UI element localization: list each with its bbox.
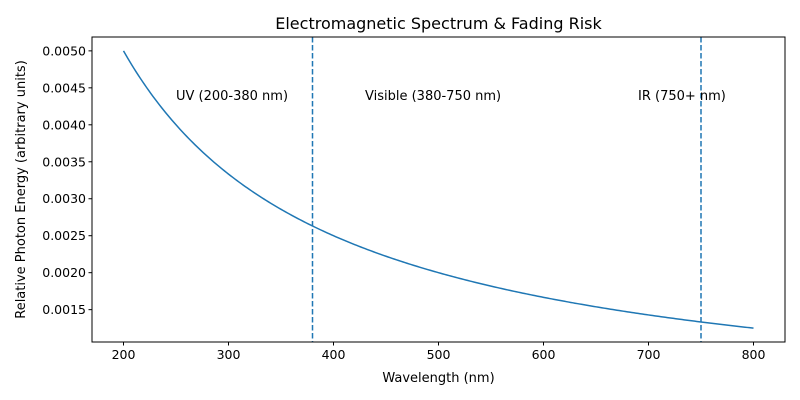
annotation-label: IR (750+ nm) bbox=[638, 89, 726, 104]
x-axis-label: Wavelength (nm) bbox=[382, 371, 494, 386]
x-tick-label: 300 bbox=[217, 347, 241, 362]
y-tick-label: 0.0050 bbox=[42, 43, 86, 58]
x-tick-label: 700 bbox=[637, 347, 661, 362]
y-tick-label: 0.0035 bbox=[42, 154, 86, 169]
plot-area bbox=[122, 37, 754, 342]
y-axis-label: Relative Photon Energy (arbitrary units) bbox=[14, 60, 29, 319]
annotations: UV (200-380 nm) Visible (380-750 nm) IR (7… bbox=[176, 89, 726, 104]
y-tick-label: 0.0030 bbox=[42, 191, 86, 206]
y-tick-label: 0.0045 bbox=[42, 80, 86, 95]
x-tick-label: 400 bbox=[322, 347, 346, 362]
x-tick-label: 800 bbox=[742, 347, 766, 362]
chart-title: Electromagnetic Spectrum & Fading Risk bbox=[275, 14, 602, 33]
x-axis: 200 300 400 500 600 700 800 bbox=[112, 342, 766, 362]
y-axis: 0.0015 0.0020 0.0025 0.0030 0.0035 0.0040 0.00… bbox=[42, 43, 92, 317]
x-tick-label: 500 bbox=[427, 347, 451, 362]
annotation-label: UV (200-380 nm) bbox=[176, 89, 288, 104]
y-tick-label: 0.0020 bbox=[42, 265, 86, 280]
annotation-label: Visible (380-750 nm) bbox=[365, 89, 501, 104]
y-tick-label: 0.0015 bbox=[42, 302, 86, 317]
y-tick-label: 0.0025 bbox=[42, 228, 86, 243]
y-tick-label: 0.0040 bbox=[42, 117, 86, 132]
series-line bbox=[122, 50, 754, 329]
x-tick-label: 200 bbox=[112, 347, 136, 362]
x-tick-label: 600 bbox=[532, 347, 556, 362]
